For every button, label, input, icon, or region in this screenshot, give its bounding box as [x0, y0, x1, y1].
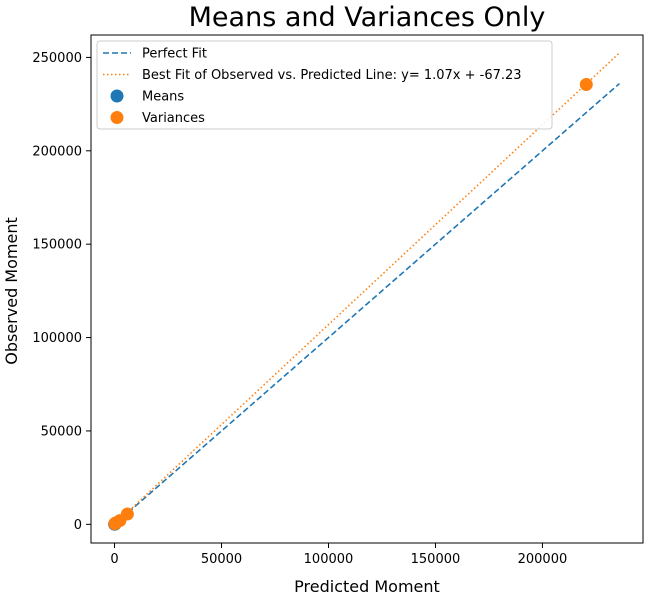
x-tick-label: 150000 — [411, 552, 461, 567]
y-tick-label: 250000 — [32, 51, 82, 66]
y-tick-label: 50000 — [41, 424, 82, 439]
x-tick-label: 0 — [110, 552, 118, 567]
axes-frame — [90, 34, 644, 544]
legend-variances-swatch — [110, 111, 124, 124]
legend-label: Perfect Fit — [142, 47, 207, 62]
legend-label: Variances — [142, 111, 205, 126]
legend-box — [96, 40, 553, 130]
y-axis-label: Observed Moment — [2, 217, 21, 365]
perfect-fit-line — [114, 82, 620, 525]
x-tick-label: 50000 — [201, 552, 242, 567]
x-axis-label: Predicted Moment — [294, 577, 440, 596]
best-fit-line — [113, 52, 621, 526]
variances-point — [579, 77, 593, 91]
variances-point — [120, 507, 134, 521]
x-tick-label: 200000 — [518, 552, 568, 567]
y-tick-label: 150000 — [32, 238, 82, 253]
x-tick-label: 100000 — [304, 552, 354, 567]
legend-label: Means — [142, 90, 184, 105]
legend-means-swatch — [110, 89, 124, 103]
chart-title: Means and Variances Only — [189, 2, 546, 33]
legend-label: Best Fit of Observed vs. Predicted Line:… — [142, 68, 522, 83]
plot-area: 0 50000 100000 150000 200000 0 50000 100000 1500… — [32, 34, 644, 567]
y-tick-label: 200000 — [32, 144, 82, 159]
y-tick-label: 100000 — [32, 331, 82, 346]
y-tick-label: 0 — [74, 518, 82, 533]
